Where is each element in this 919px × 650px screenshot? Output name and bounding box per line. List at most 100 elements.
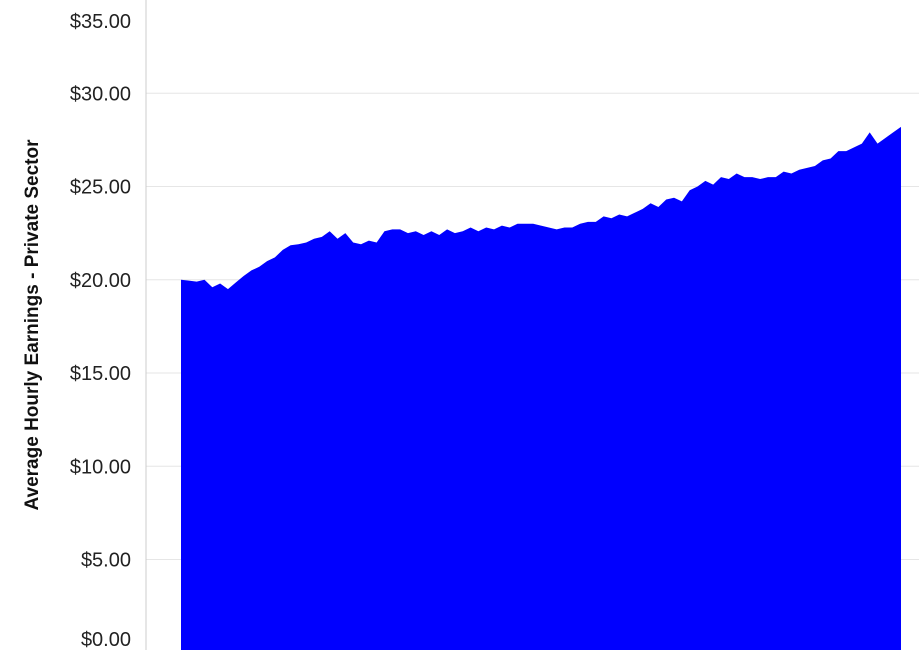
data-point — [336, 237, 340, 241]
data-point — [868, 130, 872, 134]
data-point — [774, 175, 778, 179]
data-point — [758, 177, 762, 181]
data-point — [813, 164, 817, 168]
data-point — [312, 237, 316, 241]
data-point — [797, 168, 801, 172]
data-point — [586, 220, 590, 224]
data-point — [343, 231, 347, 235]
data-point — [641, 207, 645, 211]
data-point — [696, 185, 700, 189]
y-tick-label: $30.00 — [70, 83, 131, 105]
data-point — [735, 171, 739, 175]
data-point — [242, 274, 246, 278]
y-tick-label: $5.00 — [81, 550, 131, 572]
y-axis-label: Average Hourly Earnings - Private Sector — [22, 139, 43, 511]
data-point — [531, 222, 535, 226]
data-point — [469, 226, 473, 230]
data-point — [226, 287, 230, 291]
data-point — [429, 229, 433, 233]
data-point — [367, 239, 371, 243]
data-point — [594, 220, 598, 224]
data-point — [523, 222, 527, 226]
data-point — [899, 125, 903, 129]
data-point — [234, 281, 238, 285]
data-point — [187, 279, 191, 283]
data-point — [500, 224, 504, 228]
data-point — [547, 226, 551, 230]
data-point — [829, 157, 833, 161]
data-point — [742, 175, 746, 179]
area-series — [181, 126, 901, 650]
data-point — [281, 248, 285, 252]
data-point — [351, 240, 355, 244]
data-point — [876, 142, 880, 146]
data-point — [688, 188, 692, 192]
data-point — [649, 201, 653, 205]
data-point — [782, 170, 786, 174]
data-point — [437, 233, 441, 237]
data-point — [656, 205, 660, 209]
data-point — [609, 216, 613, 220]
data-point — [617, 212, 621, 216]
data-point — [304, 240, 308, 244]
data-point — [422, 233, 426, 237]
data-point — [218, 281, 222, 285]
data-point — [516, 222, 520, 226]
data-point — [578, 222, 582, 226]
data-point — [273, 255, 277, 259]
y-tick-label: $10.00 — [70, 456, 131, 478]
y-tick-label: $25.00 — [70, 177, 131, 199]
data-point — [562, 226, 566, 230]
data-point — [555, 227, 559, 231]
data-point — [836, 149, 840, 153]
data-point — [453, 231, 457, 235]
data-point — [476, 229, 480, 233]
data-point — [289, 243, 293, 247]
data-point — [359, 242, 363, 246]
data-point — [210, 285, 214, 289]
data-point — [461, 229, 465, 233]
data-point — [852, 145, 856, 149]
data-point — [750, 175, 754, 179]
data-point — [805, 166, 809, 170]
data-point — [883, 136, 887, 140]
data-point — [821, 158, 825, 162]
data-point — [789, 171, 793, 175]
data-point — [195, 280, 199, 284]
y-axis-ticks: $35.00 $30.00 $25.00 $20.00 $15.00 $10.00 $5.0… — [70, 11, 131, 650]
data-point — [508, 226, 512, 230]
data-point — [570, 226, 574, 230]
data-point — [711, 183, 715, 187]
data-point — [844, 149, 848, 153]
data-point — [664, 198, 668, 202]
data-point — [539, 224, 543, 228]
data-point — [703, 179, 707, 183]
data-point — [265, 259, 269, 263]
y-tick-label: $20.00 — [70, 270, 131, 292]
y-tick-label: $35.00 — [70, 11, 131, 33]
data-point — [484, 226, 488, 230]
data-point — [320, 235, 324, 239]
data-point — [390, 227, 394, 231]
data-point — [406, 231, 410, 235]
data-point — [766, 175, 770, 179]
data-point — [257, 265, 261, 269]
data-point — [249, 268, 253, 272]
data-point — [672, 196, 676, 200]
data-point — [492, 227, 496, 231]
data-point — [727, 177, 731, 181]
data-point — [860, 142, 864, 146]
data-point — [633, 211, 637, 215]
data-point — [719, 175, 723, 179]
data-point — [179, 278, 183, 282]
data-point — [382, 229, 386, 233]
data-point — [202, 278, 206, 282]
data-point — [375, 240, 379, 244]
y-tick-label: $15.00 — [70, 363, 131, 385]
data-point — [680, 199, 684, 203]
data-point — [625, 214, 629, 218]
data-point — [296, 242, 300, 246]
data-point — [328, 229, 332, 233]
y-tick-label: $0.00 — [81, 629, 131, 650]
